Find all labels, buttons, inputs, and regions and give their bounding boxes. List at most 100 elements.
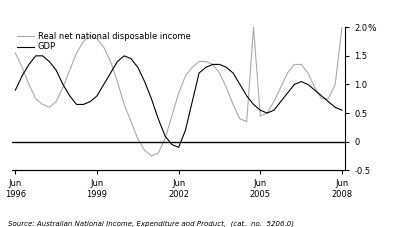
GDP	[20, 74, 25, 77]
GDP	[33, 54, 38, 57]
Real net national disposable income	[81, 40, 86, 43]
GDP	[129, 57, 133, 60]
GDP	[190, 100, 195, 103]
Real net national disposable income	[20, 66, 25, 69]
GDP	[88, 100, 93, 103]
Real net national disposable income	[237, 117, 242, 120]
GDP	[149, 97, 154, 100]
Real net national disposable income	[210, 63, 215, 66]
Real net national disposable income	[265, 112, 270, 114]
Real net national disposable income	[101, 46, 106, 49]
GDP	[197, 72, 201, 74]
GDP	[285, 92, 290, 94]
Real net national disposable income	[278, 86, 283, 89]
Real net national disposable income	[122, 103, 127, 106]
GDP	[306, 83, 310, 86]
Real net national disposable income	[244, 120, 249, 123]
GDP	[101, 83, 106, 86]
Real net national disposable income	[217, 72, 222, 74]
Real net national disposable income	[61, 86, 66, 89]
GDP	[224, 66, 229, 69]
Line: Real net national disposable income: Real net national disposable income	[15, 27, 342, 156]
Real net national disposable income	[319, 97, 324, 100]
GDP	[204, 66, 208, 69]
GDP	[27, 63, 31, 66]
Real net national disposable income	[27, 83, 31, 86]
Real net national disposable income	[33, 97, 38, 100]
GDP	[13, 89, 18, 91]
GDP	[115, 60, 120, 63]
GDP	[339, 109, 344, 111]
Real net national disposable income	[333, 83, 337, 86]
GDP	[67, 94, 72, 97]
GDP	[292, 83, 297, 86]
Real net national disposable income	[312, 86, 317, 89]
GDP	[54, 69, 58, 72]
Real net national disposable income	[204, 60, 208, 63]
Real net national disposable income	[88, 35, 93, 37]
Real net national disposable income	[142, 149, 147, 152]
GDP	[135, 66, 140, 69]
GDP	[74, 103, 79, 106]
GDP	[210, 63, 215, 66]
Real net national disposable income	[129, 120, 133, 123]
GDP	[163, 135, 168, 137]
GDP	[231, 72, 235, 74]
GDP	[278, 100, 283, 103]
Real net national disposable income	[170, 115, 174, 117]
Real net national disposable income	[292, 63, 297, 66]
GDP	[312, 89, 317, 91]
GDP	[40, 54, 45, 57]
GDP	[156, 117, 161, 120]
Real net national disposable income	[13, 52, 18, 54]
Real net national disposable income	[231, 103, 235, 106]
GDP	[333, 106, 337, 109]
Line: GDP: GDP	[15, 56, 342, 147]
GDP	[94, 94, 99, 97]
Real net national disposable income	[197, 60, 201, 63]
Real net national disposable income	[54, 100, 58, 103]
Real net national disposable income	[149, 155, 154, 157]
Real net national disposable income	[40, 103, 45, 106]
GDP	[61, 83, 66, 86]
GDP	[170, 143, 174, 146]
Real net national disposable income	[74, 52, 79, 54]
Real net national disposable income	[306, 72, 310, 74]
Real net national disposable income	[190, 66, 195, 69]
Real net national disposable income	[163, 137, 168, 140]
GDP	[183, 129, 188, 132]
Real net national disposable income	[339, 26, 344, 29]
GDP	[244, 94, 249, 97]
Real net national disposable income	[47, 106, 52, 109]
Real net national disposable income	[299, 63, 304, 66]
GDP	[319, 94, 324, 97]
GDP	[237, 83, 242, 86]
Legend: Real net national disposable income, GDP: Real net national disposable income, GDP	[16, 31, 191, 52]
GDP	[258, 109, 263, 111]
Real net national disposable income	[176, 92, 181, 94]
Y-axis label: %: %	[368, 24, 376, 33]
Real net national disposable income	[156, 152, 161, 154]
Real net national disposable income	[258, 115, 263, 117]
Real net national disposable income	[272, 100, 276, 103]
GDP	[108, 72, 113, 74]
Real net national disposable income	[108, 60, 113, 63]
GDP	[299, 80, 304, 83]
Real net national disposable income	[326, 97, 331, 100]
GDP	[251, 103, 256, 106]
Text: Source: Australian National Income, Expenditure and Product,  (cat.  no.  5206.0: Source: Australian National Income, Expe…	[8, 220, 294, 227]
Real net national disposable income	[285, 72, 290, 74]
Real net national disposable income	[251, 26, 256, 29]
GDP	[272, 109, 276, 111]
GDP	[265, 112, 270, 114]
GDP	[81, 103, 86, 106]
GDP	[176, 146, 181, 149]
Real net national disposable income	[183, 74, 188, 77]
Real net national disposable income	[67, 69, 72, 72]
Real net national disposable income	[135, 137, 140, 140]
Real net national disposable income	[224, 86, 229, 89]
GDP	[142, 80, 147, 83]
Real net national disposable income	[115, 80, 120, 83]
GDP	[122, 54, 127, 57]
Real net national disposable income	[94, 37, 99, 40]
